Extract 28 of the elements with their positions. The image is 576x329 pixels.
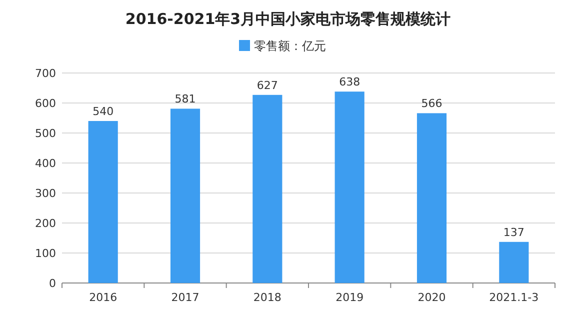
data-label: 638 xyxy=(339,76,360,89)
data-label: 540 xyxy=(92,105,114,118)
x-tick-label: 2019 xyxy=(336,291,364,304)
y-tick-label: 200 xyxy=(35,217,56,230)
y-tick-label: 600 xyxy=(35,97,56,110)
data-label: 566 xyxy=(421,97,442,110)
x-tick-label: 2021.1-3 xyxy=(489,291,539,304)
bar xyxy=(499,242,529,283)
bar xyxy=(334,92,364,283)
y-tick-label: 0 xyxy=(49,277,56,290)
y-tick-label: 100 xyxy=(35,247,56,260)
y-tick-label: 400 xyxy=(35,157,56,170)
chart-title: 2016-2021年3月中国小家电市场零售规模统计 xyxy=(125,10,451,28)
data-label: 581 xyxy=(174,92,196,106)
data-label: 627 xyxy=(256,78,278,92)
x-tick-label: 2016 xyxy=(89,291,118,304)
bar xyxy=(170,108,200,283)
y-tick-label: 700 xyxy=(35,67,56,80)
y-tick-label: 500 xyxy=(35,127,56,140)
x-tick-label: 2018 xyxy=(253,291,282,304)
legend-label: 零售额：亿元 xyxy=(254,39,326,53)
data-label: 137 xyxy=(503,226,524,239)
x-tick-label: 2017 xyxy=(171,291,200,304)
bar xyxy=(416,113,447,283)
bar xyxy=(88,121,118,283)
bar xyxy=(252,94,282,283)
x-tick-label: 2020 xyxy=(418,291,446,304)
y-tick-label: 300 xyxy=(35,187,56,200)
